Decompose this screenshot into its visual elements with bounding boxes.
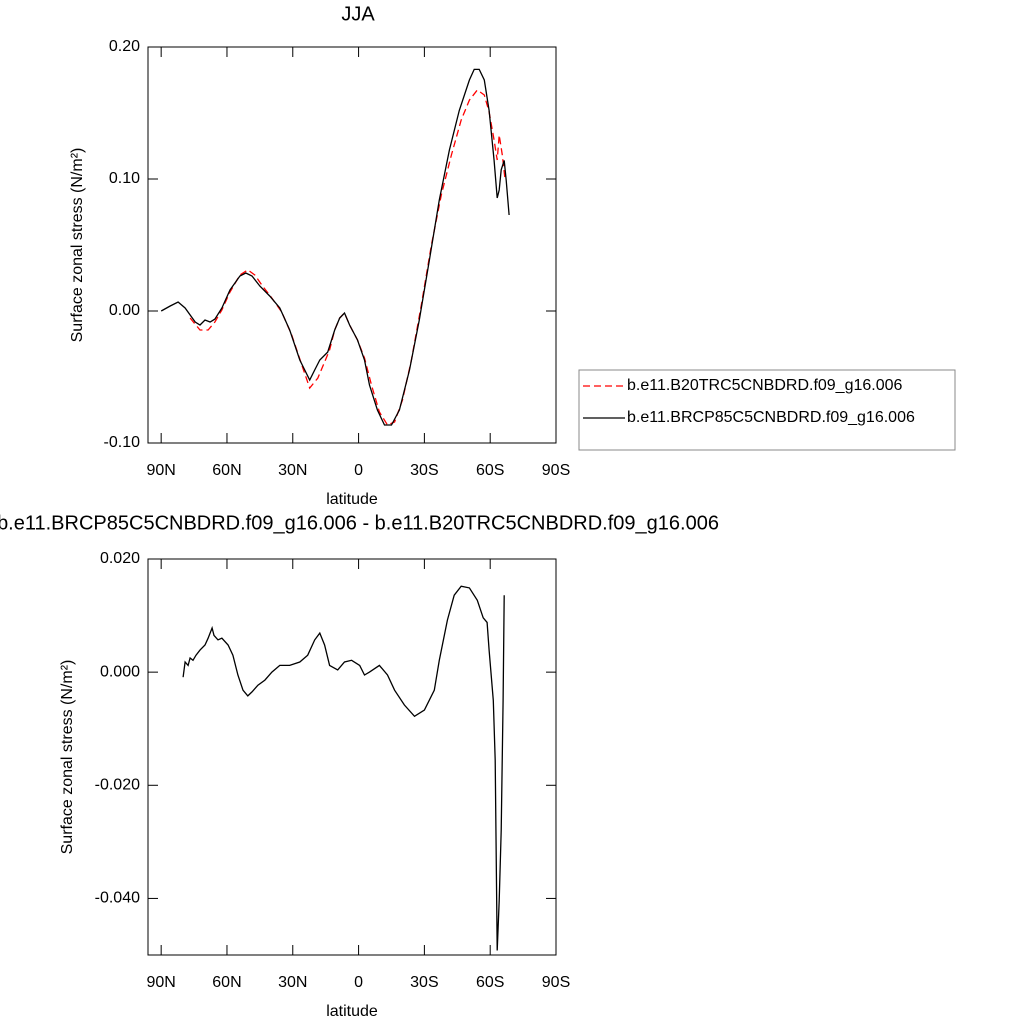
y-tick-label: 0.00: [109, 302, 140, 319]
x-axis-label: latitude: [326, 1003, 378, 1020]
x-tick-label: 30N: [278, 462, 307, 479]
legend-label: b.e11.B20TRC5CNBDRD.f09_g16.006: [627, 377, 903, 394]
legend-label: b.e11.BRCP85C5CNBDRD.f09_g16.006: [627, 409, 915, 426]
x-tick-label: 0: [354, 462, 363, 479]
y-axis-label: Surface zonal stress (N/m²): [69, 148, 86, 343]
y-tick-label: 0.20: [109, 38, 140, 55]
plot-frame: [147, 46, 557, 444]
y-tick-label: 0.020: [100, 550, 140, 567]
chart-title: JJA: [341, 3, 375, 25]
legend-box: [578, 369, 956, 451]
y-tick-label: 0.000: [100, 663, 140, 680]
x-tick-label: 30S: [410, 974, 438, 991]
data-line: [160, 68, 510, 426]
x-tick-label: 30S: [410, 462, 438, 479]
x-tick-label: 30N: [278, 974, 307, 991]
y-tick-label: 0.10: [109, 170, 140, 187]
y-axis-label: Surface zonal stress (N/m²): [59, 660, 76, 855]
y-tick-label: -0.10: [104, 434, 141, 451]
data-line: [189, 89, 506, 426]
data-line: [182, 585, 505, 951]
plot-frame: [147, 558, 557, 956]
x-tick-label: 60N: [212, 462, 241, 479]
y-tick-label: -0.040: [95, 890, 140, 907]
y-tick-label: -0.020: [95, 777, 140, 794]
x-axis-label: latitude: [326, 491, 378, 508]
x-tick-label: 90S: [542, 462, 570, 479]
x-tick-label: 90N: [146, 974, 175, 991]
x-tick-label: 90S: [542, 974, 570, 991]
x-tick-label: 60S: [476, 462, 504, 479]
x-tick-label: 60S: [476, 974, 504, 991]
x-tick-label: 60N: [212, 974, 241, 991]
x-tick-label: 0: [354, 974, 363, 991]
chart-title: b.e11.BRCP85C5CNBDRD.f09_g16.006 - b.e11…: [0, 512, 719, 534]
x-tick-label: 90N: [146, 462, 175, 479]
